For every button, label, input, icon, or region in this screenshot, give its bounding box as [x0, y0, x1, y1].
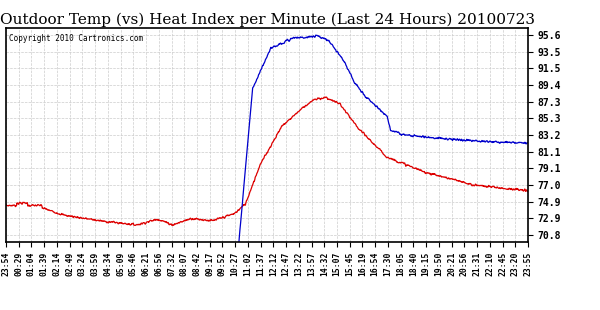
Title: Outdoor Temp (vs) Heat Index per Minute (Last 24 Hours) 20100723: Outdoor Temp (vs) Heat Index per Minute … — [0, 12, 535, 27]
Text: Copyright 2010 Cartronics.com: Copyright 2010 Cartronics.com — [8, 34, 143, 43]
